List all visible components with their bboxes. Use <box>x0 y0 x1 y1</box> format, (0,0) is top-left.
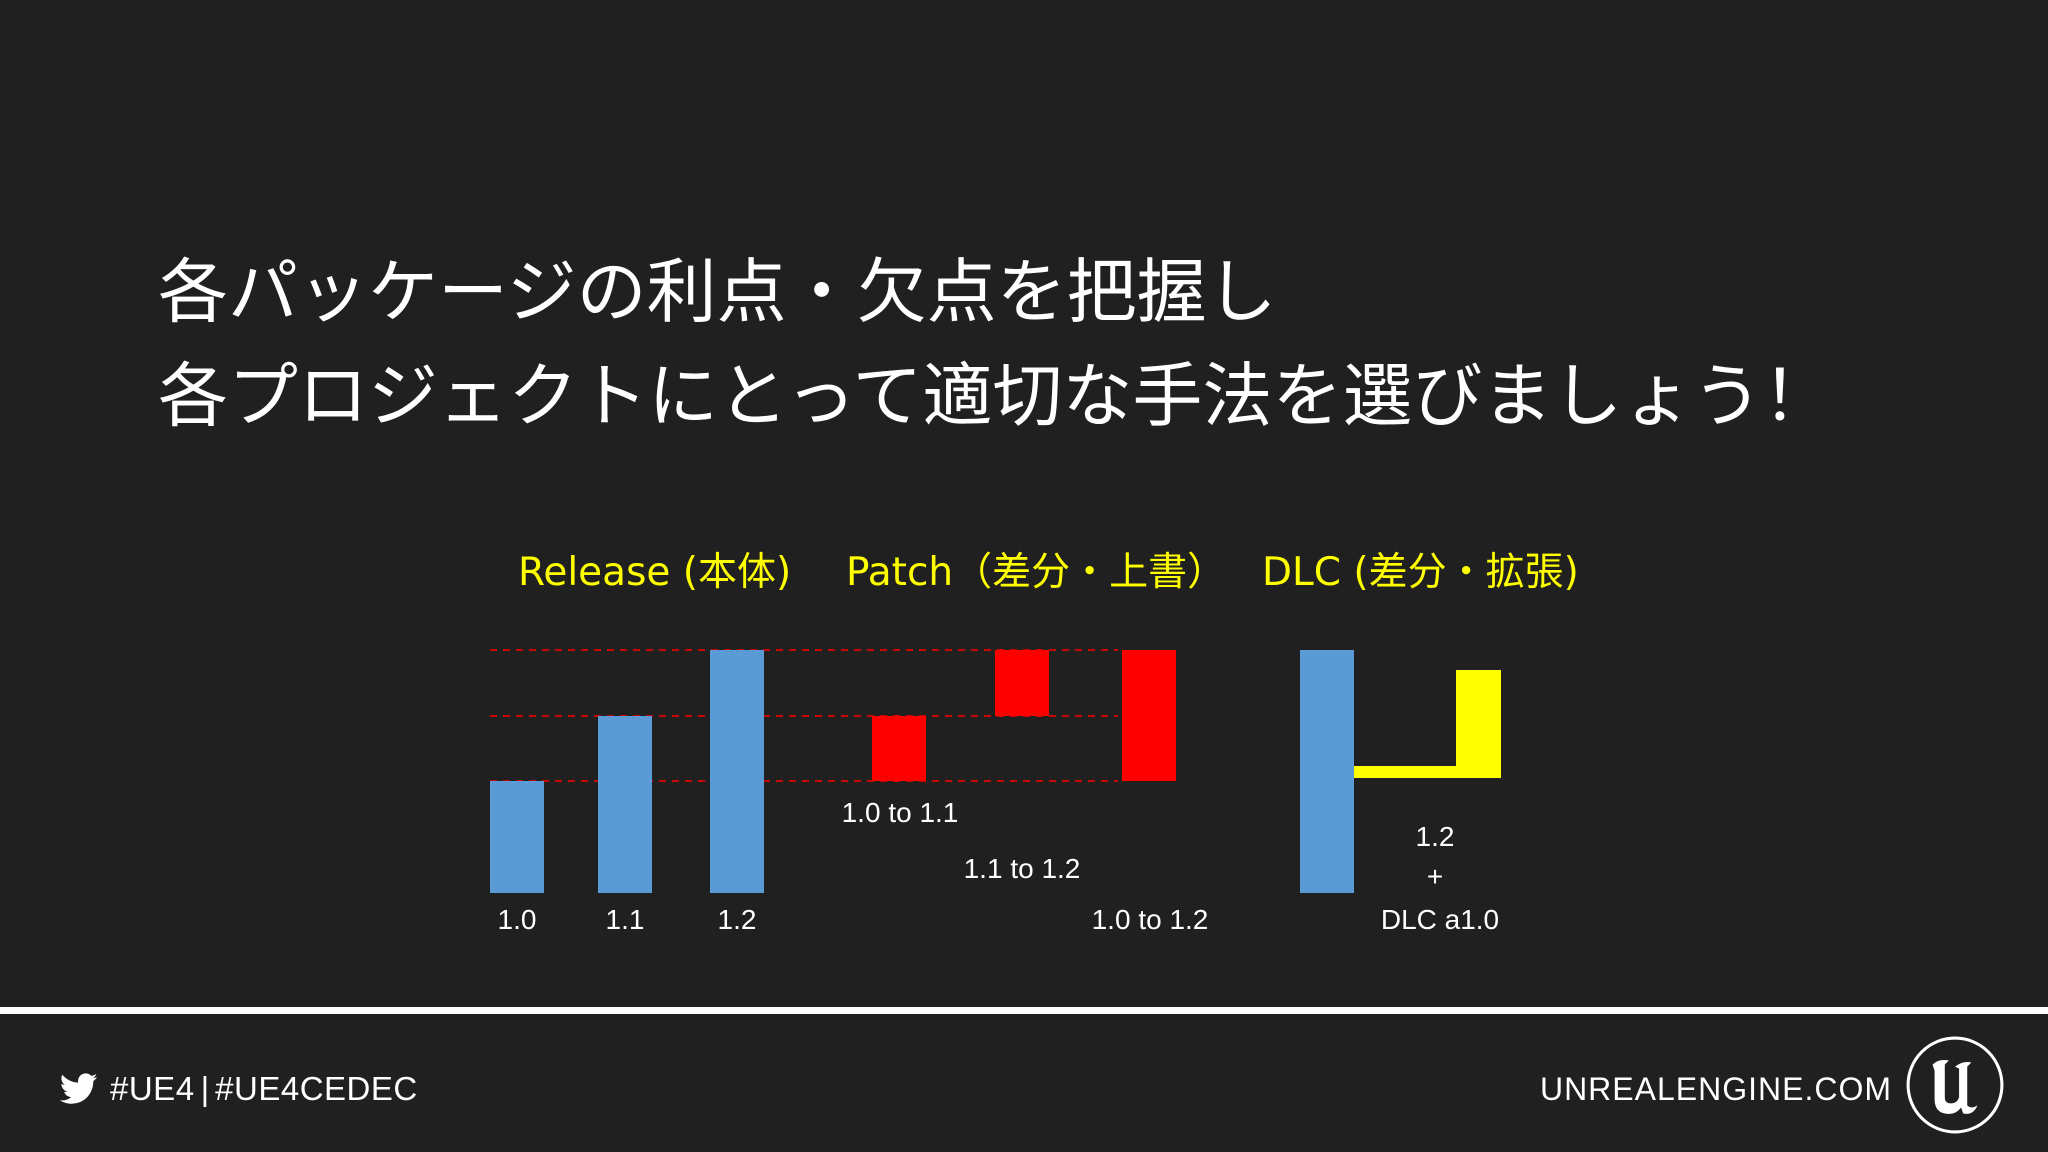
dlc-label-line-1: 1.2 <box>1416 821 1455 852</box>
dlc-label-line-2: + <box>1427 861 1443 892</box>
release-bar-label-1.0: 1.0 <box>498 904 537 935</box>
hashtag-separator: | <box>200 1070 210 1107</box>
hashtag-ue4cedec: #UE4CEDEC <box>215 1070 418 1107</box>
patch-label-3: 1.0 to 1.2 <box>1092 904 1209 935</box>
slide: 各パッケージの利点・欠点を把握し 各プロジェクトにとって適切な手法を選びましょう… <box>158 240 1832 935</box>
patch-block-3 <box>1122 650 1176 781</box>
unreal-engine-logo-icon <box>1906 1036 2004 1134</box>
dlc-base-bar <box>1300 650 1354 893</box>
hashtags: #UE4 | #UE4CEDEC <box>60 1065 418 1113</box>
release-bar-1.2 <box>710 650 764 893</box>
release-bar-label-1.1: 1.1 <box>606 904 645 935</box>
patch-block-2 <box>995 650 1049 716</box>
release-bar-label-1.2: 1.2 <box>718 904 757 935</box>
release-bar-1.1 <box>598 716 652 893</box>
patch-block-1 <box>872 716 926 781</box>
title-line-1: 各パッケージの利点・欠点を把握し <box>158 251 1277 333</box>
patch-label-1: 1.0 to 1.1 <box>842 797 959 828</box>
release-category-label: Release (本体) <box>518 550 792 595</box>
dlc-label-line-3: DLC a1.0 <box>1381 904 1499 935</box>
footer <box>0 1014 2048 1152</box>
package-diagram: 1.0 1.1 1.2 1.0 to 1.11.1 to 1.2 1.0 to 1.2 1… <box>490 649 1501 935</box>
footer-divider <box>0 1007 2048 1014</box>
dlc-extension-block <box>1354 670 1501 778</box>
dlc-category-label: DLC (差分・拡張) <box>1262 550 1579 595</box>
twitter-bird-icon <box>60 1073 98 1104</box>
title-line-2: 各プロジェクトにとって適切な手法を選びましょう！ <box>158 355 1833 437</box>
hashtag-ue4: #UE4 <box>110 1070 195 1107</box>
slide-title: 各パッケージの利点・欠点を把握し 各プロジェクトにとって適切な手法を選びましょう… <box>158 240 1832 448</box>
release-bar-1.0 <box>490 781 544 893</box>
patch-label-2: 1.1 to 1.2 <box>964 853 1081 884</box>
site-link[interactable]: UNREALENGINE.COM <box>1539 1071 1892 1107</box>
patch-category-label: Patch（差分・上書） <box>846 550 1227 595</box>
